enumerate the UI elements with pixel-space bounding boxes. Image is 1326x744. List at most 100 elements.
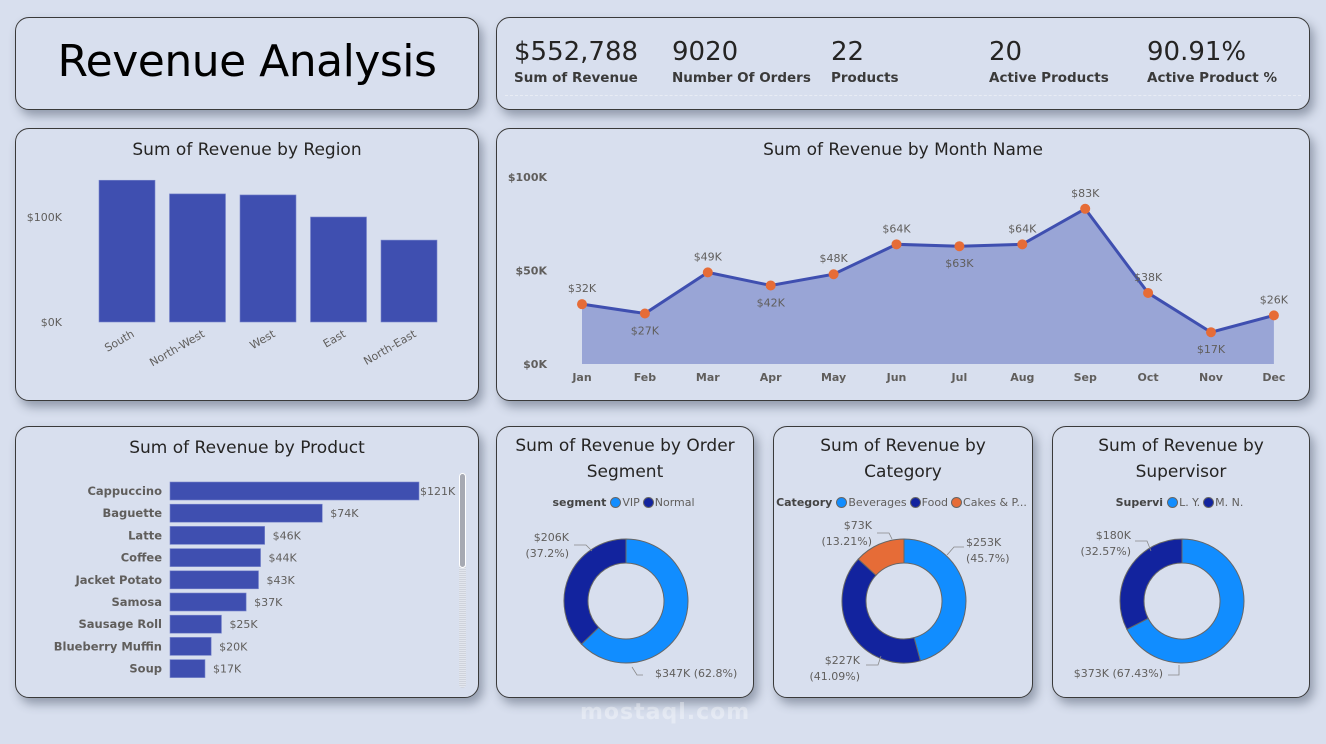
legend-item[interactable]: VIP [610,496,640,509]
donut-slice [580,538,689,664]
y-category-label: Blueberry Muffin [54,639,162,653]
y-category-label: Coffee [121,551,162,565]
bar [169,570,259,590]
donut-slice [841,558,921,664]
data-point [765,280,776,291]
watermark: mostaql.com [580,700,751,725]
slice-label: $73K [844,519,873,532]
product-bar-chart: Cappuccino $121K Baguette $74K Latte $46K Coff… [54,481,456,678]
leader-line [866,655,882,666]
bar [380,239,438,323]
month-chart-card[interactable]: Sum of Revenue by Month Name $0K $50K $100… [496,128,1310,401]
y-category-label: Cappuccino [87,484,162,498]
data-label: $83K [1071,187,1100,200]
y-tick-label: $100K [508,171,548,184]
kpi-label: Active Product % [1147,70,1277,86]
x-tick-label: Sep [1074,371,1097,384]
category-chart-card[interactable]: Sum of Revenue by Category Category Bever… [773,426,1033,698]
slice-label: $373K (67.43%) [1074,667,1163,680]
page-title: Revenue Analysis [57,36,437,87]
scrollbar-track[interactable] [459,473,466,688]
data-label: $64K [882,222,911,235]
slice-label: (45.7%) [966,552,1010,565]
data-label: $37K [254,596,283,609]
slice-label: (32.57%) [1080,545,1131,558]
chart-legend: Supervi L. Y. M. N. [1053,496,1309,509]
x-tick-label: North-East [361,327,419,368]
data-label: $74K [330,507,359,520]
data-point [702,267,713,278]
kpi-number-of-orders: 9020 Number Of Orders [672,36,811,88]
kpi-label: Active Products [989,70,1109,86]
kpi-card: $552,788 Sum of Revenue 9020 Number Of O… [496,17,1310,110]
leader-line [574,544,593,552]
legend-item[interactable]: M. N. [1203,496,1243,509]
donut-slice [1126,538,1245,664]
legend-marker-icon [642,497,654,508]
y-category-label: Latte [128,528,162,542]
data-point [891,239,902,250]
x-tick-label: Oct [1138,371,1159,384]
kpi-active-product-percent: 90.91% Active Product % [1147,36,1277,88]
data-label: $25K [229,618,258,631]
region-chart-card[interactable]: Sum of Revenue by Region $0K $100K South No… [15,128,479,401]
slice-label: $347K (62.8%) [655,667,737,680]
data-point [954,241,965,252]
legend-marker-icon [1203,497,1215,508]
kpi-products: 22 Products [831,36,899,88]
legend-marker-icon [1167,497,1179,508]
data-label: $17K [213,663,242,676]
legend-item[interactable]: Normal [642,496,695,509]
y-category-label: Jacket Potato [75,573,163,587]
data-label: $63K [945,257,974,270]
x-tick-label: Jun [886,371,907,384]
x-tick-label: Feb [634,371,657,384]
slice-label: $227K [825,654,861,667]
y-category-label: Samosa [111,595,162,609]
legend-marker-icon [610,497,622,508]
slice-label: (41.09%) [809,670,860,683]
y-tick-label: $100K [27,211,63,224]
chart-legend: Category Beverages Food Cakes & P... [774,496,1032,509]
x-tick-label: West [248,327,279,352]
leader-line [1135,540,1152,552]
legend-item[interactable]: L. Y. [1167,496,1200,509]
legend-title: segment [552,496,607,509]
data-point [828,269,839,280]
bar [169,526,265,545]
scrollbar-thumb[interactable] [459,473,466,568]
product-chart-card[interactable]: Sum of Revenue by Product Cappuccino $121… [15,426,479,698]
legend-label: Beverages [848,496,907,509]
kpi-value: $552,788 [514,37,639,67]
segment-chart-card[interactable]: Sum of Revenue by Order Segment segment V… [496,426,754,698]
kpi-value: 20 [989,37,1023,67]
legend-item[interactable]: Food [909,496,948,509]
legend-marker-icon [909,497,921,508]
slice-label: $180K [1096,529,1132,542]
legend-title: Category [776,496,833,509]
data-label: $27K [631,325,660,338]
kpi-label: Sum of Revenue [514,70,638,86]
chart-legend: segment VIP Normal [497,496,753,509]
data-label: $121K [420,485,456,498]
leader-line [631,666,643,676]
legend-label: M. N. [1215,496,1244,509]
chart-title-line-1: Sum of Revenue by [820,436,986,456]
chart-title: Sum of Revenue by Region [132,140,362,160]
supervisor-chart-card[interactable]: Sum of Revenue by Supervisor Supervi L. Y… [1052,426,1310,698]
x-tick-label: North-West [147,327,207,369]
bar [98,179,156,323]
legend-label: Cakes & P... [963,496,1027,509]
legend-item[interactable]: Cakes & P... [951,496,1027,509]
supervisor-donut-chart: $373K (67.43%) $180K (32.57%) [1074,529,1245,680]
chart-title-line-2: Category [864,462,942,482]
chart-title-line-1: Sum of Revenue by Order [515,436,735,456]
kpi-label: Number Of Orders [672,70,811,86]
month-area-chart: $0K $50K $100K $32K Jan $27K Feb $49K Mar $42K Apr… [508,171,1289,384]
bar [169,659,206,678]
x-tick-label: Dec [1262,371,1285,384]
bar [169,503,323,523]
y-tick-label: $50K [516,265,548,278]
legend-item[interactable]: Beverages [836,496,907,509]
data-label: $64K [1008,222,1037,235]
